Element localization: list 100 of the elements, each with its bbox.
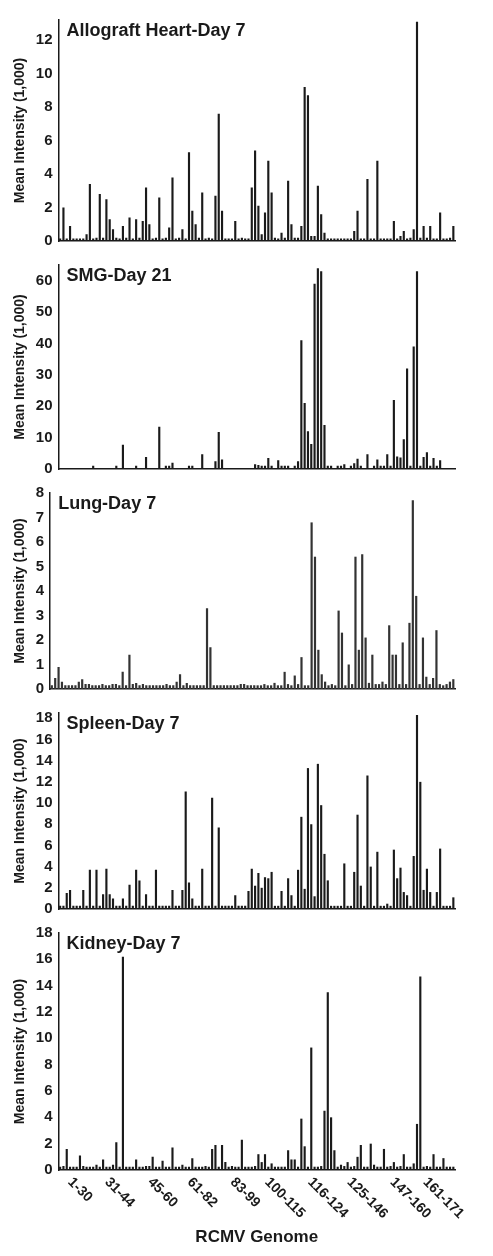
bar (192, 685, 195, 689)
bar (57, 666, 60, 689)
bar (199, 685, 202, 689)
y-tick-label: 10 (35, 793, 53, 811)
y-tick-label: 0 (44, 1160, 53, 1178)
bar (81, 679, 84, 689)
y-axis-title: Mean Intensity (1,000) (11, 518, 28, 664)
bar (118, 685, 121, 689)
bar (104, 685, 107, 689)
y-tick-label: 6 (44, 835, 53, 853)
bar (377, 684, 381, 689)
bar (280, 685, 283, 689)
bar (243, 684, 246, 689)
y-tick-label: 3 (35, 605, 45, 623)
bar (266, 685, 269, 689)
bar (222, 685, 225, 689)
bar (148, 685, 151, 689)
bar (172, 685, 175, 689)
bar (401, 642, 404, 689)
bar (97, 685, 101, 689)
y-tick-label: 14 (35, 975, 54, 993)
y-tick-label: 4 (44, 1107, 54, 1125)
y-tick-label: 6 (44, 130, 53, 148)
y-tick-label: 5 (35, 556, 45, 574)
bar (253, 685, 256, 689)
bar (189, 685, 192, 689)
bar (216, 685, 219, 689)
y-tick-label: 10 (35, 1028, 53, 1046)
bar (334, 685, 337, 689)
bar (128, 654, 131, 689)
bar (290, 685, 293, 689)
y-tick-label: 8 (35, 483, 45, 501)
bar (162, 685, 165, 689)
bar (232, 685, 236, 689)
chart-title: Spleen-Day 7 (66, 712, 180, 733)
bar (108, 685, 111, 689)
bar (307, 685, 310, 689)
bar (361, 554, 364, 689)
bar (205, 608, 209, 689)
bar (70, 685, 74, 689)
bar (249, 685, 252, 689)
chart-title: Allograft Heart-Day 7 (66, 19, 246, 40)
chart-title: SMG-Day 21 (66, 264, 172, 285)
bar (101, 684, 104, 689)
bar (141, 684, 145, 689)
y-tick-label: 8 (44, 97, 53, 115)
y-tick-label: 16 (35, 729, 53, 747)
bar (195, 685, 198, 689)
chart-title: Kidney-Day 7 (66, 932, 181, 953)
bar (263, 684, 266, 689)
y-axis-title: Mean Intensity (1,000) (11, 978, 28, 1125)
bar (276, 685, 279, 689)
y-tick-label: 6 (44, 1081, 53, 1099)
bar (337, 610, 340, 689)
bar (185, 682, 188, 689)
bar (394, 654, 398, 689)
bar (145, 685, 148, 689)
y-tick-label: 12 (35, 772, 53, 790)
bar (421, 637, 425, 689)
y-tick-label: 0 (44, 459, 53, 477)
y-tick-label: 1 (35, 654, 45, 672)
bar (91, 685, 94, 689)
bar (300, 657, 303, 689)
bar (87, 684, 91, 689)
y-tick-label: 10 (35, 427, 53, 445)
y-tick-label: 30 (35, 364, 53, 382)
y-tick-label: 40 (35, 333, 53, 351)
bar (411, 500, 414, 689)
bar (442, 685, 445, 689)
y-tick-label: 60 (35, 270, 53, 288)
bar (259, 685, 263, 689)
bar (374, 684, 377, 689)
bar (165, 684, 168, 689)
bar (256, 685, 259, 689)
y-tick-label: 14 (35, 750, 54, 768)
bar (330, 684, 333, 689)
bar (151, 685, 155, 689)
y-tick-label: 2 (44, 1133, 53, 1151)
bar (388, 625, 391, 689)
y-tick-label: 8 (44, 1054, 53, 1072)
bar (246, 685, 249, 689)
y-tick-label: 50 (35, 302, 53, 320)
y-tick-label: 7 (35, 507, 45, 525)
y-tick-label: 20 (35, 396, 53, 414)
bar (327, 685, 330, 689)
bar (236, 685, 239, 689)
bar (239, 684, 242, 689)
y-tick-label: 0 (44, 231, 53, 249)
y-tick-label: 4 (35, 581, 45, 599)
bar (168, 685, 172, 689)
bar (158, 685, 161, 689)
y-tick-label: 18 (35, 708, 53, 726)
bar (219, 685, 222, 689)
bar (226, 685, 229, 689)
bar (452, 679, 455, 689)
bar (138, 685, 141, 689)
y-tick-label: 0 (35, 679, 45, 697)
y-tick-label: 16 (35, 949, 53, 967)
bar (94, 685, 97, 689)
bar (320, 674, 323, 689)
